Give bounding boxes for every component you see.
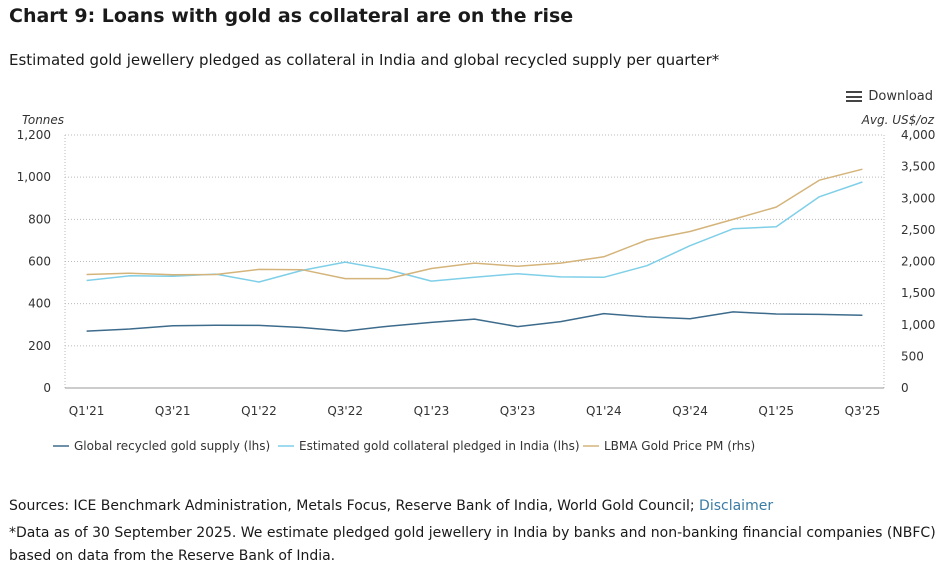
y-right-tick-label: 3,500 bbox=[901, 160, 935, 174]
x-tick-label: Q3'25 bbox=[845, 404, 881, 418]
y-right-axis-label: Avg. US$/oz bbox=[861, 113, 935, 127]
y-left-tick-label: 800 bbox=[28, 212, 51, 226]
footnote: *Data as of 30 September 2025. We estima… bbox=[9, 525, 936, 564]
series-line-1 bbox=[86, 311, 863, 332]
x-tick-label: Q3'21 bbox=[155, 404, 191, 418]
chart-title: Chart 9: Loans with gold as collateral a… bbox=[9, 5, 574, 27]
y-left-tick-label: 0 bbox=[43, 381, 51, 395]
y-left-tick-label: 1,000 bbox=[17, 170, 51, 184]
x-tick-label: Q3'23 bbox=[500, 404, 536, 418]
legend-label: Estimated gold collateral pledged in Ind… bbox=[299, 439, 580, 453]
legend-label: LBMA Gold Price PM (rhs) bbox=[604, 439, 755, 453]
menu-icon bbox=[846, 90, 863, 103]
y-right-tick-label: 1,000 bbox=[901, 318, 935, 332]
y-right-tick-label: 1,500 bbox=[901, 286, 935, 300]
y-left-tick-label: 200 bbox=[28, 339, 51, 353]
y-right-tick-label: 500 bbox=[901, 349, 924, 363]
series-line-3 bbox=[86, 168, 863, 280]
x-tick-label: Q1'22 bbox=[241, 404, 277, 418]
y-right-tick-label: 4,000 bbox=[901, 128, 935, 142]
series-line-2 bbox=[86, 181, 863, 283]
disclaimer-link[interactable]: Disclaimer bbox=[699, 498, 774, 514]
x-tick-label: Q3'22 bbox=[327, 404, 363, 418]
y-left-tick-label: 600 bbox=[28, 255, 51, 269]
y-right-tick-label: 0 bbox=[901, 381, 909, 395]
sources-text: Sources: ICE Benchmark Administration, M… bbox=[9, 498, 700, 514]
legend-label: Global recycled gold supply (lhs) bbox=[74, 439, 270, 453]
x-tick-label: Q1'25 bbox=[758, 404, 794, 418]
y-right-tick-label: 2,000 bbox=[901, 255, 935, 269]
chart-subtitle: Estimated gold jewellery pledged as coll… bbox=[9, 51, 720, 69]
x-tick-label: Q1'24 bbox=[586, 404, 622, 418]
y-right-tick-label: 2,500 bbox=[901, 223, 935, 237]
sources-line: Sources: ICE Benchmark Administration, M… bbox=[9, 498, 773, 514]
line-chart: 0 200 400 600 800 1,000 1,200 0 500 1,000 1,500 2,0… bbox=[17, 113, 936, 453]
download-label: Download bbox=[868, 89, 933, 104]
y-left-tick-label: 400 bbox=[28, 297, 51, 311]
x-tick-label: Q1'23 bbox=[414, 404, 450, 418]
x-tick-label: Q1'21 bbox=[69, 404, 105, 418]
x-tick-label: Q3'24 bbox=[672, 404, 708, 418]
download-button[interactable]: Download bbox=[846, 89, 933, 104]
y-left-axis-label: Tonnes bbox=[22, 113, 64, 127]
y-right-tick-label: 3,000 bbox=[901, 191, 935, 205]
y-left-tick-label: 1,200 bbox=[17, 128, 51, 142]
